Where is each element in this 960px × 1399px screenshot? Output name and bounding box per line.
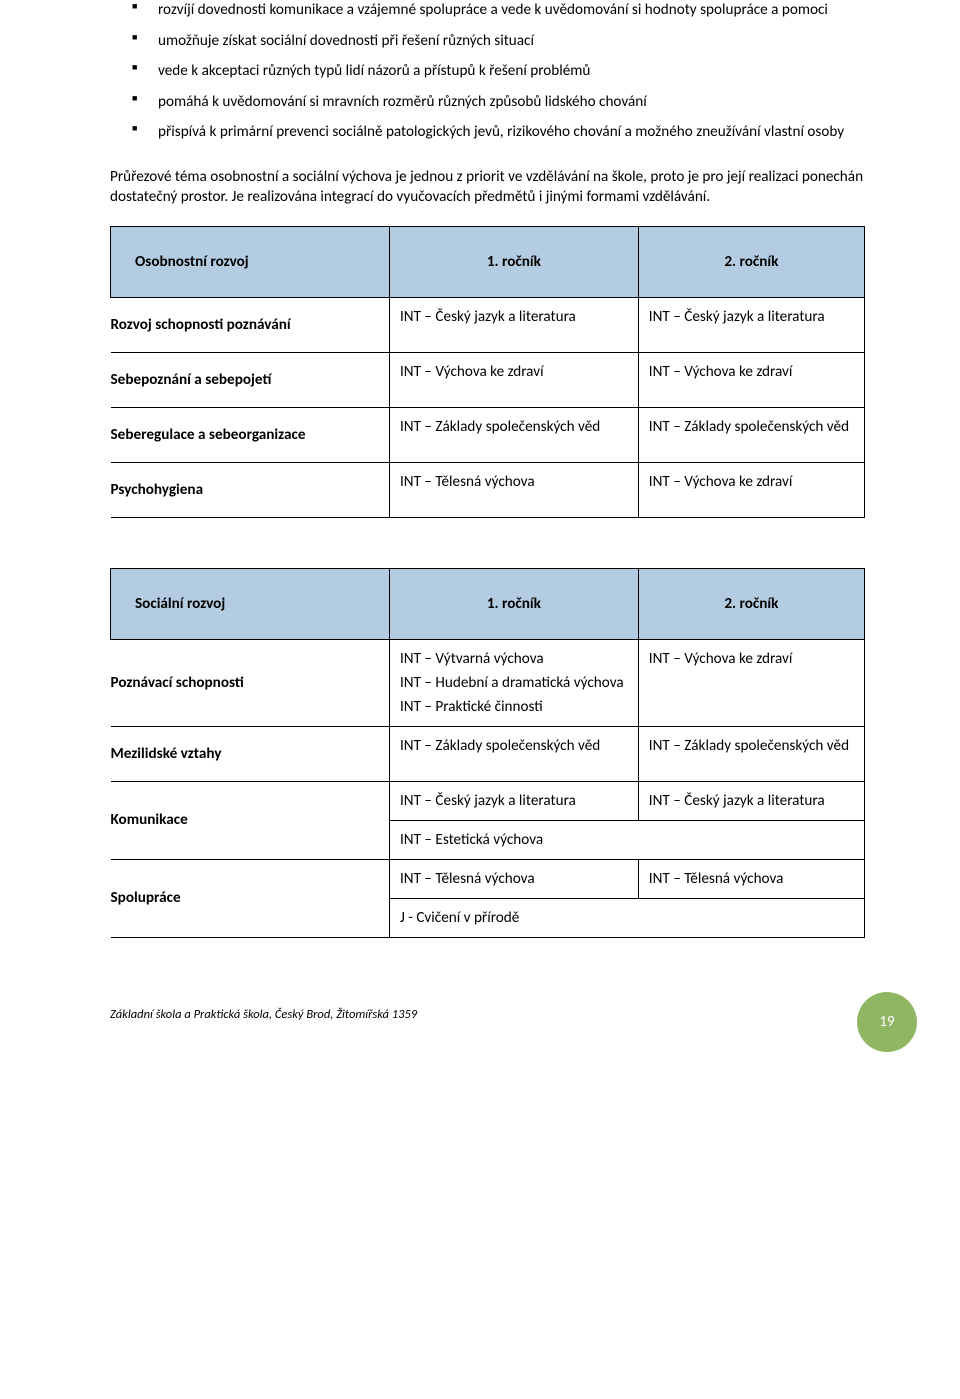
table-row: Mezilidské vztahy INT – Základy společen… [111,726,865,781]
table-cell: INT – Český jazyk a literatura [638,297,864,352]
page-number-badge: 19 [857,992,917,1052]
cell-line: INT – Výtvarná výchova [400,650,628,668]
row-label: Spolupráce [111,859,390,937]
cell-line: INT – Praktické činnosti [400,698,628,716]
bullet-item: pomáhá k uvědomování si mravních rozměrů… [132,92,865,113]
table-row: Seberegulace a sebeorganizace INT – Zákl… [111,407,865,462]
table-row: Spolupráce INT – Tělesná výchova INT – T… [111,859,865,898]
table-cell: INT – Výchova ke zdraví [638,462,864,517]
bullet-item: rozvíjí dovednosti komunikace a vzájemné… [132,0,865,21]
row-label: Sebepoznání a sebepojetí [111,352,390,407]
table-row: Sebepoznání a sebepojetí INT – Výchova k… [111,352,865,407]
bullet-item: umožňuje získat sociální dovednosti při … [132,31,865,52]
row-label: Rozvoj schopnosti poznávání [111,297,390,352]
table-cell: INT – Výchova ke zdraví [638,639,864,726]
table-cell: INT – Výchova ke zdraví [389,352,638,407]
table-span-note: J - Cvičení v přírodě [389,898,864,937]
page-number: 19 [879,1013,894,1031]
table-row: Rozvoj schopnosti poznávání INT – Český … [111,297,865,352]
table-cell: INT – Český jazyk a literatura [638,781,864,820]
intro-paragraph: Průřezové téma osobnostní a sociální výc… [110,167,865,208]
table-cell: INT – Výtvarná výchova INT – Hudební a d… [389,639,638,726]
table-header: 1. ročník [389,226,638,297]
table-cell: INT – Tělesná výchova [389,462,638,517]
table-header-row: Sociální rozvoj 1. ročník 2. ročník [111,568,865,639]
table-socialni-rozvoj: Sociální rozvoj 1. ročník 2. ročník Pozn… [110,568,865,938]
table-cell: INT – Český jazyk a literatura [389,297,638,352]
cell-line: INT – Hudební a dramatická výchova [400,674,628,692]
table-header-row: Osobnostní rozvoj 1. ročník 2. ročník [111,226,865,297]
table-header: 2. ročník [638,226,864,297]
row-label: Psychohygiena [111,462,390,517]
table-cell: INT – Výchova ke zdraví [638,352,864,407]
table-row: Komunikace INT – Český jazyk a literatur… [111,781,865,820]
table-cell: INT – Základy společenských věd [389,407,638,462]
table-header: 1. ročník [389,568,638,639]
table-cell: INT – Český jazyk a literatura [389,781,638,820]
row-label: Seberegulace a sebeorganizace [111,407,390,462]
table-osobnostni-rozvoj: Osobnostní rozvoj 1. ročník 2. ročník Ro… [110,226,865,518]
table-row: Poznávací schopnosti INT – Výtvarná vých… [111,639,865,726]
table-header: Sociální rozvoj [111,568,390,639]
bullet-item: vede k akceptaci různých typů lidí názor… [132,61,865,82]
table-cell: INT – Základy společenských věd [389,726,638,781]
table-row: Psychohygiena INT – Tělesná výchova INT … [111,462,865,517]
footer-text: Základní škola a Praktická škola, Český … [110,1007,417,1022]
bullet-list: rozvíjí dovednosti komunikace a vzájemné… [110,0,865,143]
table-cell: INT – Tělesná výchova [638,859,864,898]
row-label: Mezilidské vztahy [111,726,390,781]
table-header: Osobnostní rozvoj [111,226,390,297]
page-footer: Základní škola a Praktická škola, Český … [110,986,865,1030]
row-label: Poznávací schopnosti [111,639,390,726]
table-header: 2. ročník [638,568,864,639]
bullet-item: přispívá k primární prevenci sociálně pa… [132,122,865,143]
table-span-note: INT – Estetická výchova [389,820,864,859]
row-label: Komunikace [111,781,390,859]
table-cell: INT – Tělesná výchova [389,859,638,898]
table-cell: INT – Základy společenských věd [638,726,864,781]
table-cell: INT – Základy společenských věd [638,407,864,462]
